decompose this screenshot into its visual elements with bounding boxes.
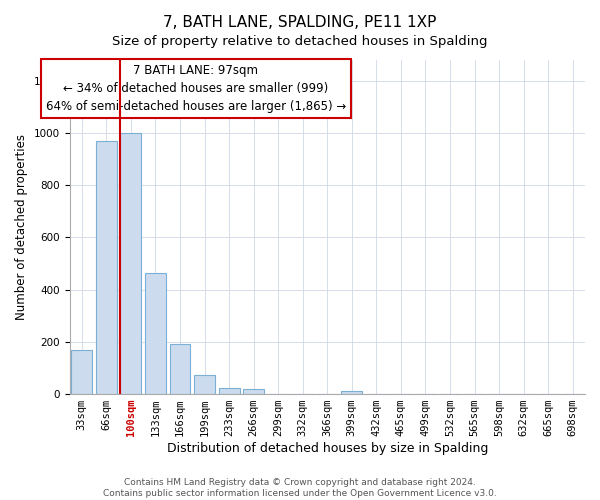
Bar [170,344,190,394]
Text: Size of property relative to detached houses in Spalding: Size of property relative to detached ho… [112,35,488,48]
Bar [145,272,166,394]
Bar [96,141,117,394]
Bar [341,392,362,394]
Bar [218,388,239,394]
Y-axis label: Number of detached properties: Number of detached properties [15,134,28,320]
Bar [194,374,215,394]
Text: Contains HM Land Registry data © Crown copyright and database right 2024.
Contai: Contains HM Land Registry data © Crown c… [103,478,497,498]
Bar [71,350,92,394]
Text: 7 BATH LANE: 97sqm
← 34% of detached houses are smaller (999)
64% of semi-detach: 7 BATH LANE: 97sqm ← 34% of detached hou… [46,64,346,113]
Bar [243,390,264,394]
Text: 7, BATH LANE, SPALDING, PE11 1XP: 7, BATH LANE, SPALDING, PE11 1XP [163,15,437,30]
Bar [121,133,142,394]
X-axis label: Distribution of detached houses by size in Spalding: Distribution of detached houses by size … [167,442,488,455]
